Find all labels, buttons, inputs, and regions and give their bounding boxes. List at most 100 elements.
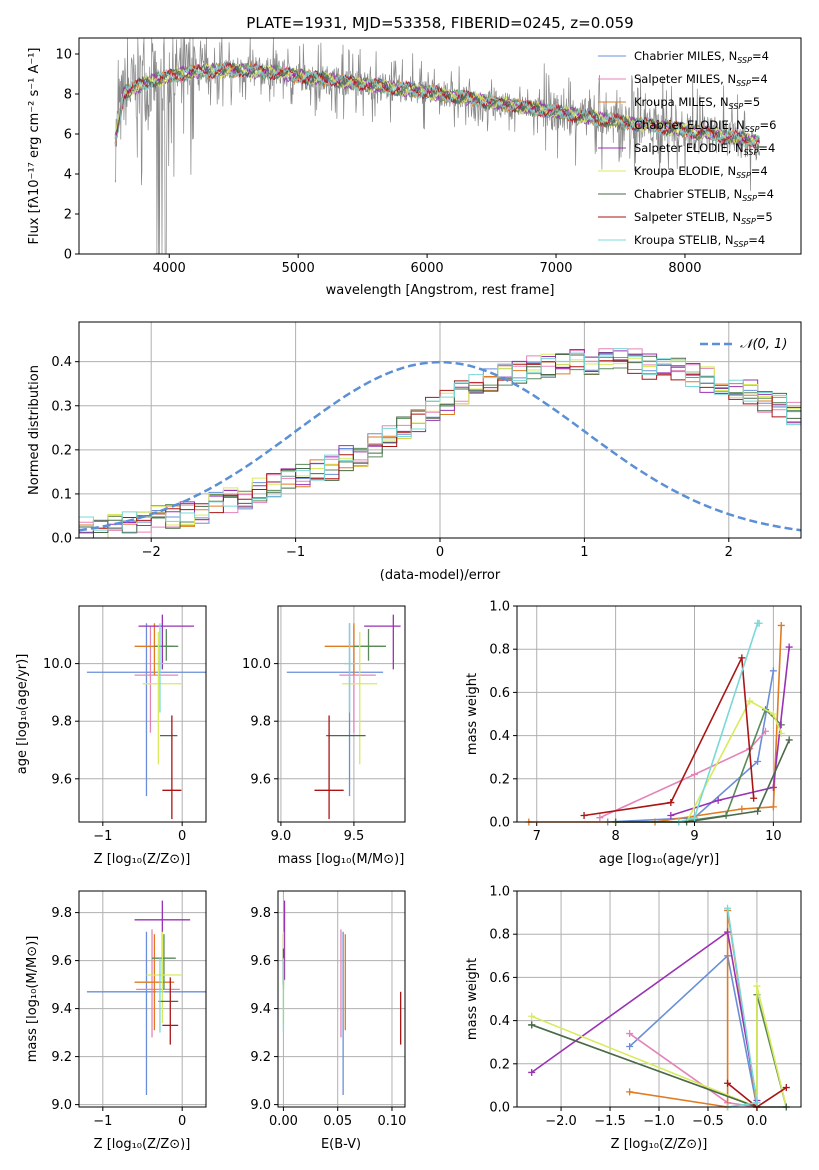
massZ-ytick-label-3: 9.6 — [51, 954, 72, 969]
wAge-marker-1-1 — [691, 770, 698, 778]
wAge-marker-0-2 — [754, 758, 762, 766]
spectrum-frame — [78, 37, 802, 255]
wAge-marker-4-2 — [769, 783, 777, 791]
wAge-marker-2-2 — [738, 805, 746, 813]
wAge-marker-2-3 — [769, 803, 777, 811]
wAge-xtick-label-3: 10 — [765, 829, 782, 844]
mass-vs-ebv-frame — [277, 890, 406, 1108]
weight-vs-age-frame — [516, 605, 802, 823]
weight-vs-Z-ylabel: mass weight — [465, 958, 480, 1040]
wAge-series-5 — [685, 699, 783, 823]
mass-vs-Z-ylabel: mass [log₁₀(M/M⊙)] — [25, 936, 40, 1063]
legend-label-3: Chabrier ELODIE, NSSP=6 — [634, 118, 776, 134]
massZ-xtick-label-1: 0 — [178, 1114, 186, 1129]
residuals-xtick-label-3: 1 — [580, 545, 588, 560]
massE-xtick-label-2: 0.10 — [377, 1114, 406, 1129]
weight-vs-age-xlabel: age [log₁₀(age/yr)] — [599, 852, 720, 867]
model-spectrum-8 — [114, 61, 760, 148]
ageZ-ytick-label-0: 9.6 — [51, 772, 72, 787]
wAge-marker-4-0 — [667, 812, 675, 820]
residuals-xtick-label-2: 0 — [436, 545, 444, 560]
massZ-point-3 — [152, 934, 176, 990]
wZ-ytick-label-0: 0.0 — [489, 1101, 510, 1116]
wAge-marker-1-0 — [596, 814, 604, 822]
age-vs-Z-ylabel: age [log₁₀(age/yr)] — [15, 654, 30, 775]
ageZ-xtick-label-0: −1 — [93, 829, 112, 844]
ageM-point-8 — [343, 623, 356, 713]
age-vs-mass-frame — [277, 605, 406, 823]
massZ-point-2 — [134, 934, 175, 1031]
residuals-ytick-label-1: 0.1 — [51, 487, 72, 502]
ageM-point-7 — [314, 715, 344, 820]
wZ-marker-7-2 — [782, 1084, 790, 1092]
spectrum-xtick-label-0: 4000 — [153, 261, 186, 276]
wZ-marker-4-1 — [724, 928, 732, 936]
mass-vs-ebv-panel: 0.00 0.05 0.10 9.0 9.2 9.4 9.6 9.8 E(B-V) — [250, 890, 406, 1152]
spectrum-xtick-label-3: 7000 — [539, 261, 572, 276]
residuals-frame — [78, 321, 802, 539]
residuals-xtick-label-4: 2 — [725, 545, 733, 560]
age-vs-mass-panel: 9.0 9.5 9.6 9.8 10.0 mass [log₁₀(M/M⊙)] — [242, 605, 406, 867]
age-vs-Z-xlabel: Z [log₁₀(Z/Z⊙)] — [94, 852, 191, 867]
massZ-point-5 — [146, 931, 183, 1023]
wAge-ytick-label-4: 0.8 — [489, 643, 510, 658]
wZ-xtick-label-1: −1.5 — [594, 1114, 626, 1129]
ageZ-point-7 — [162, 715, 182, 820]
wZ-xtick-label-2: −1.0 — [643, 1114, 675, 1129]
wAge-marker-6-2 — [754, 807, 762, 815]
spectrum-ytick-label-3: 6 — [64, 128, 72, 143]
normal-legend-label: 𝒩(0, 1) — [740, 337, 787, 352]
massE-ytick-label-2: 9.4 — [250, 1002, 271, 1017]
massZ-point-8 — [155, 958, 164, 1033]
wZ-marker-8-1 — [753, 1099, 761, 1107]
wAge-series-7 — [583, 654, 755, 817]
massZ-ytick-label-2: 9.4 — [51, 1002, 72, 1017]
wAge-ytick-label-5: 1.0 — [489, 600, 510, 615]
histogram-7 — [79, 359, 801, 539]
massZ-ytick-label-4: 9.8 — [51, 906, 72, 921]
massE-ytick-label-0: 9.0 — [250, 1098, 271, 1113]
wAge-marker-0-3 — [769, 667, 777, 675]
massZ-point-1 — [136, 929, 180, 1038]
wAge-marker-7-1 — [667, 799, 675, 807]
residuals-ytick-label-2: 0.2 — [51, 443, 72, 458]
spectrum-ytick-label-0: 0 — [64, 248, 72, 263]
wAge-marker-4-1 — [714, 796, 722, 804]
legend-label-7: Salpeter STELIB, NSSP=5 — [634, 210, 773, 226]
ageM-xtick-label-0: 9.0 — [271, 829, 292, 844]
spectrum-legend: Chabrier MILES, NSSP=4 Salpeter MILES, NS… — [598, 49, 776, 249]
massZ-point-7 — [162, 977, 179, 1045]
wZ-ytick-label-3: 0.6 — [489, 971, 510, 986]
spectrum-ytick-label-5: 10 — [55, 48, 72, 63]
wAge-xtick-label-0: 7 — [533, 829, 541, 844]
wAge-marker-7-3 — [750, 794, 758, 802]
legend-label-8: Kroupa STELIB, NSSP=4 — [634, 233, 765, 249]
ageZ-point-0 — [86, 623, 206, 797]
wZ-xtick-label-0: −2.0 — [545, 1114, 577, 1129]
legend-label-1: Salpeter MILES, NSSP=4 — [634, 72, 768, 88]
wAge-xtick-label-1: 8 — [611, 829, 619, 844]
wAge-ytick-label-3: 0.6 — [489, 686, 510, 701]
residuals-panel: −2 −1 0 1 2 0.0 0.1 0.2 0.3 0.4 (data-model)/erro… — [27, 321, 802, 583]
wAge-marker-6-3 — [785, 736, 793, 744]
ageZ-point-4 — [138, 614, 195, 670]
mass-vs-Z-xlabel: Z [log₁₀(Z/Z⊙)] — [94, 1137, 191, 1152]
massZ-xtick-label-0: −1 — [93, 1114, 112, 1129]
wAge-series-0 — [607, 670, 775, 823]
legend-label-0: Chabrier MILES, NSSP=4 — [634, 49, 769, 65]
legend-label-6: Chabrier STELIB, NSSP=4 — [634, 187, 774, 203]
wZ-marker-4-0 — [528, 1068, 536, 1076]
wZ-ytick-label-2: 0.4 — [489, 1014, 510, 1029]
spectrum-ytick-label-1: 2 — [64, 208, 72, 223]
ageM-point-5 — [342, 631, 378, 765]
wZ-series-5 — [531, 985, 788, 1109]
wAge-marker-5-3 — [777, 729, 785, 737]
mass-vs-Z-frame — [78, 890, 207, 1108]
residuals-xlabel: (data-model)/error — [380, 568, 501, 583]
spectrum-xtick-label-2: 6000 — [411, 261, 444, 276]
spectrum-ytick-label-4: 8 — [64, 88, 72, 103]
residuals-xtick-label-1: −1 — [286, 545, 305, 560]
histogram-6 — [79, 352, 801, 534]
wAge-marker-4-3 — [785, 643, 793, 651]
wAge-xtick-label-2: 9 — [690, 829, 698, 844]
